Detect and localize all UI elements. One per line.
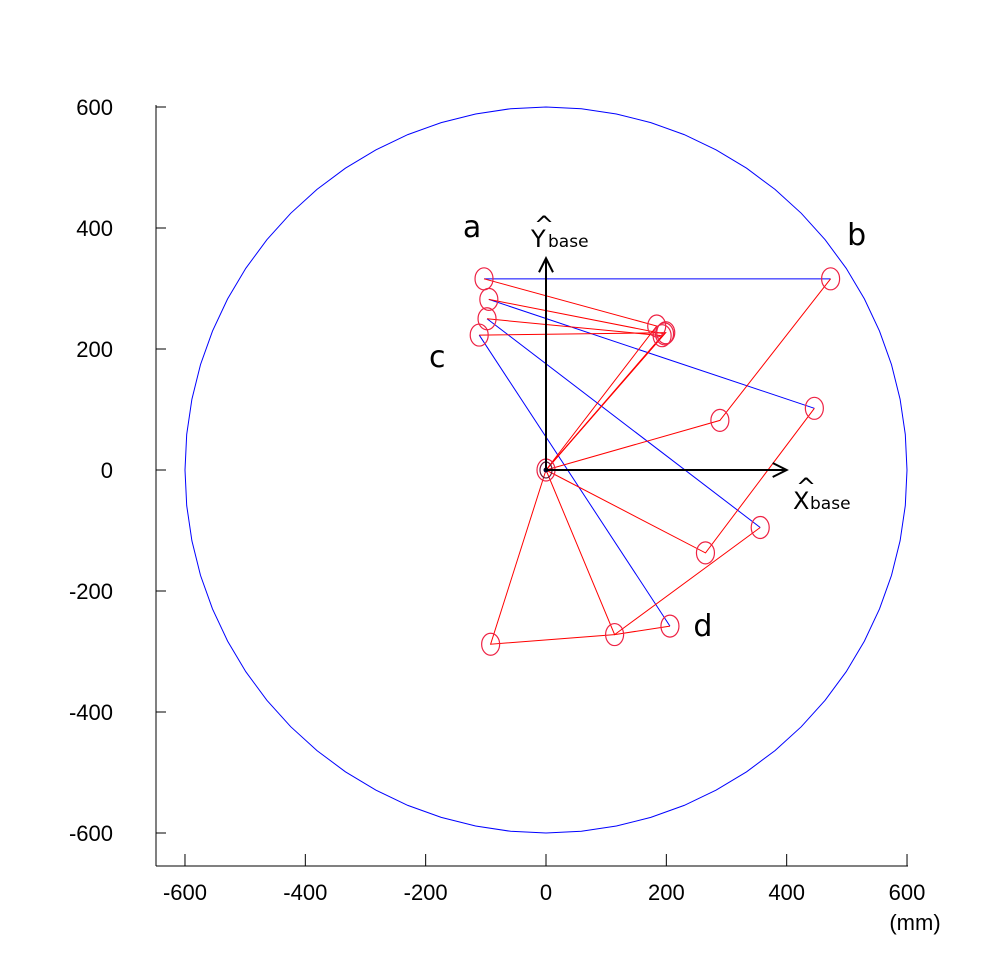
- x-base-axis-subscript: base: [810, 494, 851, 514]
- joint-circle: [469, 323, 489, 347]
- joint-circle: [479, 287, 499, 311]
- red-link-chain: [545, 407, 815, 554]
- y-base-axis-subscript: base: [548, 232, 589, 252]
- joint-circle: [750, 515, 770, 540]
- y-tick-label: -600: [69, 821, 113, 846]
- joint-circle: [821, 267, 841, 291]
- labels-layer: a b c d: [429, 210, 866, 644]
- workspace-circle: [184, 106, 908, 834]
- joint-circle: [710, 408, 730, 432]
- x-base-axis-hat: ^: [796, 473, 816, 501]
- y-base-axis-name: Y^base: [530, 211, 589, 253]
- joint-circle: [654, 322, 675, 346]
- plot-axes: -600 -400 -200 0 200 400 600 (mm) 600 400 200 0 -200…: [69, 95, 941, 935]
- joint-circle: [804, 396, 824, 420]
- joint-circle: [481, 632, 501, 656]
- point-label-b: b: [847, 218, 866, 253]
- y-base-arrowhead: [538, 256, 554, 273]
- joint-circle: [660, 614, 680, 638]
- point-label-c: c: [429, 340, 446, 375]
- joint-circle: [656, 321, 676, 345]
- x-tick-label: -400: [283, 880, 327, 905]
- x-tick-label: -200: [404, 880, 448, 905]
- x-tick-label: 600: [889, 880, 926, 905]
- x-tick-label: 0: [540, 880, 552, 905]
- x-tick-label: 400: [768, 880, 805, 905]
- x-base-axis-letter: X: [793, 487, 809, 515]
- joint-circle: [695, 541, 716, 565]
- red-link-chain: [488, 298, 666, 471]
- point-label-a: a: [463, 210, 481, 245]
- joint-circle: [604, 622, 625, 647]
- y-tick-label: -400: [69, 700, 113, 725]
- blue-path-layer: [478, 278, 831, 627]
- y-tick-label: 600: [76, 95, 113, 120]
- red-link-chain: [545, 469, 761, 636]
- y-tick-label: 200: [76, 337, 113, 362]
- joint-circle: [652, 324, 672, 348]
- red-link-chain: [545, 278, 831, 471]
- x-base-arrowhead: [772, 462, 789, 478]
- blue-path-segment: [486, 318, 761, 528]
- y-tick-label: 400: [76, 216, 113, 241]
- blue-path-segment: [488, 298, 815, 409]
- red-link-chain: [486, 318, 664, 471]
- y-base-axis-hat: ^: [534, 211, 554, 239]
- x-units-label: (mm): [889, 910, 940, 935]
- blue-path-segment: [478, 334, 671, 627]
- red-link-chain: [489, 469, 671, 645]
- x-base-axis-name: X^base: [793, 473, 851, 515]
- y-tick-label: -200: [69, 579, 113, 604]
- point-label-d: d: [693, 609, 712, 644]
- y-base-axis-letter: Y: [530, 225, 546, 253]
- x-tick-label: -600: [163, 880, 207, 905]
- y-tick-label: 0: [101, 458, 113, 483]
- workspace-circle-layer: [184, 106, 908, 834]
- red-link-chain: [479, 332, 667, 471]
- red-links-layer: [479, 278, 831, 645]
- joint-circles-layer: [469, 267, 841, 656]
- red-link-chain: [483, 278, 658, 471]
- x-tick-label: 200: [648, 880, 685, 905]
